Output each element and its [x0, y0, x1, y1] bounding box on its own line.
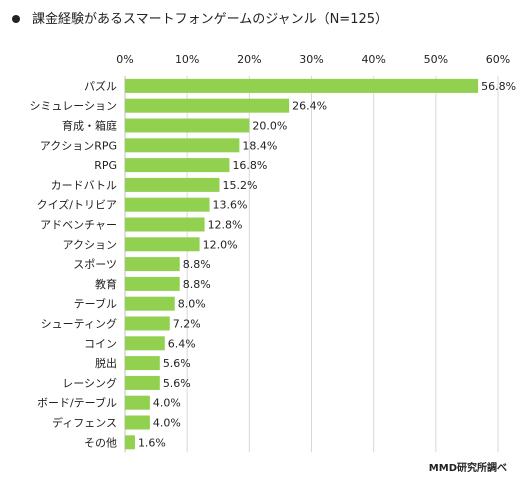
category-label: ディフェンス — [52, 416, 117, 430]
data-label: 8.8% — [183, 278, 211, 291]
x-tick-label: 0% — [116, 53, 133, 66]
bar — [125, 395, 150, 410]
data-label: 7.2% — [173, 318, 201, 331]
category-label: シューティング — [41, 317, 117, 331]
category-label: 育成・箱庭 — [62, 119, 117, 133]
data-label: 8.0% — [178, 298, 206, 311]
category-label: コイン — [84, 337, 117, 350]
bar — [125, 296, 175, 311]
category-label: アドベンチャー — [40, 219, 117, 232]
x-tick-label: 60% — [486, 53, 510, 66]
bar — [125, 435, 135, 450]
category-label: テーブル — [74, 297, 117, 311]
data-label: 12.8% — [208, 219, 243, 232]
data-label: 56.8% — [481, 80, 516, 93]
bar — [125, 98, 290, 113]
chart-title-text: 課金経験があるスマートフォンゲームのジャンル（N=125） — [32, 12, 389, 27]
bar — [125, 138, 240, 153]
x-tick-label: 20% — [237, 53, 261, 66]
data-label: 6.4% — [168, 337, 196, 350]
data-label: 18.4% — [242, 139, 277, 152]
data-label: 1.6% — [138, 436, 166, 449]
data-label: 8.8% — [183, 258, 211, 271]
bar — [125, 78, 479, 93]
category-label: 教育 — [95, 277, 117, 291]
x-tick-label: 30% — [299, 53, 323, 66]
data-label: 26.4% — [292, 100, 327, 113]
data-label: 20.0% — [252, 120, 287, 133]
category-label: シミュレーション — [29, 100, 117, 113]
data-label: 4.0% — [153, 397, 181, 410]
category-label: RPG — [94, 159, 117, 172]
category-label: カードバトル — [51, 179, 117, 192]
bar — [125, 356, 160, 371]
category-label: アクション — [63, 238, 117, 251]
bullet-icon — [12, 14, 20, 23]
category-label: その他 — [84, 436, 117, 449]
category-label: パズル — [84, 79, 117, 93]
bar — [125, 336, 165, 351]
category-label: 脱出 — [95, 356, 117, 370]
x-tick-label: 40% — [361, 53, 385, 66]
bar — [125, 158, 230, 173]
data-label: 13.6% — [213, 199, 248, 212]
chart-title: 課金経験があるスマートフォンゲームのジャンル（N=125） — [12, 8, 388, 27]
bar — [125, 375, 160, 390]
bar — [125, 217, 205, 232]
data-label: 12.0% — [203, 238, 238, 251]
bar — [125, 118, 250, 133]
bar — [125, 316, 170, 331]
bar — [125, 197, 210, 212]
bar — [125, 415, 150, 430]
bar — [125, 276, 180, 291]
category-label: ボード/テーブル — [37, 396, 117, 410]
data-label: 16.8% — [232, 159, 267, 172]
data-label: 4.0% — [153, 417, 181, 430]
x-tick-label: 10% — [175, 53, 199, 66]
source-note: MMD研究所調べ — [428, 463, 507, 474]
bar — [125, 237, 200, 252]
category-label: クイズ/トリビア — [37, 198, 117, 212]
category-label: レーシング — [62, 376, 117, 390]
category-label: スポーツ — [73, 258, 117, 271]
data-label: 5.6% — [163, 377, 191, 390]
data-label: 15.2% — [222, 179, 257, 192]
bar — [125, 177, 220, 192]
x-tick-label: 50% — [424, 53, 448, 66]
data-label: 5.6% — [163, 357, 191, 370]
bar — [125, 257, 180, 272]
category-label: アクションRPG — [40, 139, 117, 152]
